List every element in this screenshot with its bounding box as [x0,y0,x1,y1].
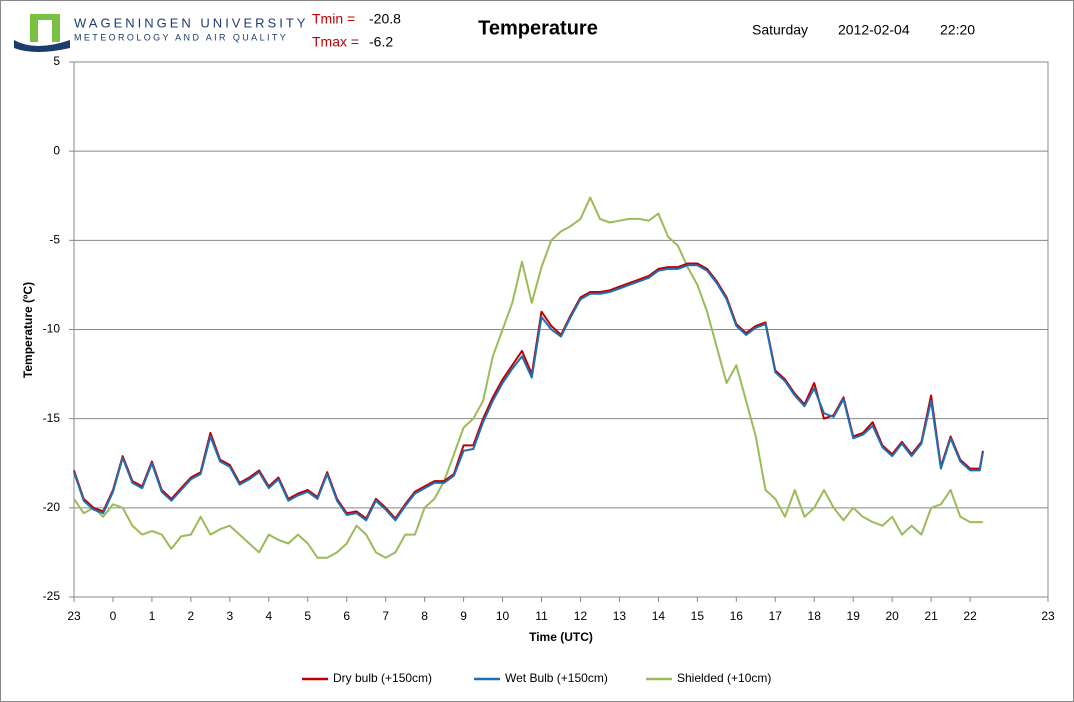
org: WAGENINGEN UNIVERSITY [74,15,308,30]
y-tick-label: -5 [49,233,60,247]
x-tick-label: 8 [421,609,428,623]
x-tick-label: 23 [67,609,81,623]
x-tick-label: 10 [496,609,510,623]
legend-label: Wet Bulb (+150cm) [505,671,608,685]
x-tick-label: 17 [769,609,783,623]
x-tick-label: 1 [149,609,156,623]
y-tick-label: -15 [43,411,61,425]
legend-label: Dry bulb (+150cm) [333,671,432,685]
y-tick-label: -10 [43,322,61,336]
x-tick-label: 20 [885,609,899,623]
date: 2012-02-04 [838,22,910,38]
x-tick-label: 0 [110,609,117,623]
x-tick-label: 11 [535,609,548,623]
x-tick-label: 3 [226,609,233,623]
x-tick-label: 14 [652,609,666,623]
day: Saturday [752,22,808,38]
x-tick-label: 12 [574,609,588,623]
tmin-value: -20.8 [369,11,401,27]
chart-title: Temperature [478,17,598,39]
dept: METEOROLOGY AND AIR QUALITY [74,32,288,42]
logo [14,14,70,52]
x-tick-label: 19 [847,609,861,623]
x-tick-label: 6 [343,609,350,623]
x-tick-label: 15 [691,609,705,623]
y-tick-label: -20 [43,500,61,514]
legend-label: Shielded (+10cm) [677,671,771,685]
x-tick-label: 23 [1041,609,1055,623]
x-tick-label: 5 [304,609,311,623]
x-tick-label: 13 [613,609,627,623]
x-tick-label: 22 [963,609,977,623]
time: 22:20 [940,22,975,38]
tmax-value: -6.2 [369,34,393,50]
x-tick-label: 7 [382,609,389,623]
y-tick-label: 0 [53,143,60,157]
x-tick-label: 16 [730,609,744,623]
y-tick-label: 5 [53,54,60,68]
tmax-label: Tmax = [312,34,359,50]
x-tick-label: 9 [460,609,467,623]
series-line [73,196,983,559]
x-tick-label: 4 [265,609,272,623]
y-axis-label: Temperature (ºC) [21,282,35,378]
series-line [73,264,984,522]
x-tick-label: 21 [924,609,938,623]
x-axis-label: Time (UTC) [529,630,593,644]
tmin-label: Tmin = [312,11,355,27]
x-tick-label: 18 [808,609,822,623]
x-tick-label: 2 [188,609,195,623]
y-tick-label: -25 [43,589,61,603]
